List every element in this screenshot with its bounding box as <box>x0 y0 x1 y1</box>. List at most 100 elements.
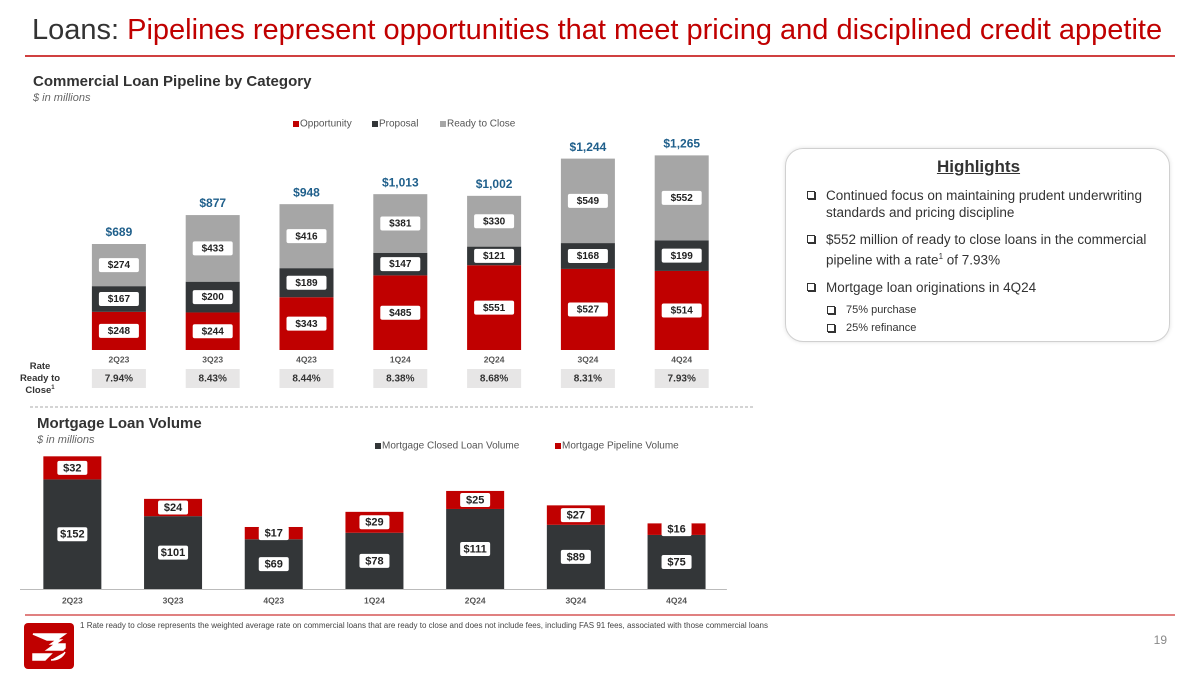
legend-label: Opportunity <box>300 119 352 130</box>
rate-box <box>654 369 709 388</box>
rate-box <box>560 369 615 388</box>
x-tick-label: 4Q24 <box>671 354 692 364</box>
data-label: $244 <box>202 326 225 337</box>
rate-box <box>185 369 240 388</box>
data-label-box <box>380 305 421 320</box>
total-label: $877 <box>199 196 226 210</box>
data-label: $27 <box>567 509 585 521</box>
page-number: 19 <box>1154 633 1168 647</box>
legend-swatch <box>555 443 561 449</box>
highlight-bullet: Mortgage loan originations in 4Q24 75% pu… <box>806 279 1151 335</box>
data-label: $25 <box>466 494 484 506</box>
data-label-box <box>98 323 139 338</box>
bullet-text: Mortgage loan originations in 4Q24 <box>826 279 1037 295</box>
bullet-text: $552 million of ready to close loans in … <box>826 232 1147 268</box>
data-label-box <box>286 275 327 290</box>
data-label: $152 <box>60 529 84 541</box>
bullet-note: 1 <box>938 252 944 261</box>
highlights-title: Highlights <box>936 157 1021 176</box>
data-label-box <box>661 303 702 318</box>
data-label: $485 <box>389 308 412 319</box>
footnote-text: Rate ready to close represents the weigh… <box>87 621 768 630</box>
data-label-box <box>460 541 491 556</box>
legend-label: Mortgage Pipeline Volume <box>562 441 679 452</box>
data-label: $101 <box>161 547 185 559</box>
data-label: $416 <box>295 231 318 242</box>
data-label-box <box>661 522 692 537</box>
data-label-box <box>474 214 515 229</box>
total-label: $1,013 <box>382 175 419 189</box>
rate-label-value: 8.31% <box>574 374 602 385</box>
x-tick-label: 3Q24 <box>578 354 599 364</box>
data-label: $527 <box>577 305 600 316</box>
highlights-list: Continued focus on maintaining prudent u… <box>806 187 1151 335</box>
sub-bullet: 75% purchase <box>826 304 1151 317</box>
data-label: $551 <box>483 303 506 314</box>
x-tick-label: 3Q24 <box>565 595 586 605</box>
data-label-box <box>560 508 591 523</box>
logo <box>24 623 74 669</box>
highlight-bullet: Continued focus on maintaining prudent u… <box>806 187 1151 221</box>
data-label: $433 <box>202 244 225 255</box>
total-label: $948 <box>293 185 320 199</box>
sub-bullet: 25% refinance <box>826 322 1151 335</box>
rate-label-value: 8.43% <box>199 374 227 385</box>
data-label-box <box>258 557 289 572</box>
data-label: $549 <box>577 196 600 207</box>
data-label-box <box>359 515 390 530</box>
rate-label-value: 8.44% <box>292 374 320 385</box>
rate-label-value: 8.68% <box>480 374 508 385</box>
data-label-box <box>380 257 421 272</box>
data-label: $199 <box>671 251 694 262</box>
data-label: $330 <box>483 216 506 227</box>
chart-title: Mortgage Loan Volume <box>37 415 202 432</box>
total-label: $689 <box>106 225 133 239</box>
data-label: $168 <box>577 251 600 262</box>
data-label: $78 <box>365 555 383 567</box>
data-label-box <box>661 248 702 263</box>
data-label-box <box>560 549 591 564</box>
legend-label: Mortgage Closed Loan Volume <box>382 441 520 452</box>
legend-swatch <box>375 443 381 449</box>
rate-box <box>279 369 334 388</box>
chart-subtitle: $ in millions <box>32 92 91 104</box>
data-label-box <box>661 190 702 205</box>
data-label: $189 <box>295 278 318 289</box>
data-label-box <box>474 248 515 263</box>
x-tick-label: 2Q24 <box>484 354 505 364</box>
rate-label-line: Ready to <box>20 373 60 384</box>
legend-label: Ready to Close <box>447 119 516 130</box>
title-prefix: Loans: <box>32 14 119 46</box>
x-tick-label: 2Q24 <box>465 595 486 605</box>
data-label-box <box>192 241 233 256</box>
rate-label-line: Close <box>25 385 51 396</box>
data-label: $17 <box>265 528 283 540</box>
bullet-text: of 7.93% <box>943 252 1001 268</box>
rate-label-value: 7.93% <box>668 374 696 385</box>
x-tick-label: 1Q24 <box>364 595 385 605</box>
data-label: $381 <box>389 219 412 230</box>
data-label: $200 <box>202 292 225 303</box>
x-tick-label: 4Q23 <box>263 595 284 605</box>
x-tick-label: 3Q23 <box>163 595 184 605</box>
data-label-box <box>98 258 139 273</box>
title-text: Pipelines represent opportunities that m… <box>127 14 1162 46</box>
data-label-box <box>359 553 390 568</box>
data-label-box <box>57 460 88 475</box>
legend-swatch <box>372 121 378 127</box>
legend-swatch <box>440 121 446 127</box>
data-label: $147 <box>389 259 412 270</box>
data-label: $69 <box>265 559 283 571</box>
bullet-text: Continued focus on maintaining prudent u… <box>826 188 1142 220</box>
rate-label: Rate Ready to Close1 <box>20 361 60 396</box>
x-tick-label: 3Q23 <box>202 354 223 364</box>
x-tick-label: 1Q24 <box>390 354 411 364</box>
chart-title: Commercial Loan Pipeline by Category <box>33 73 312 90</box>
data-label: $552 <box>671 193 694 204</box>
data-label: $29 <box>365 517 383 529</box>
data-label-box <box>158 500 189 515</box>
data-label: $167 <box>108 294 131 305</box>
data-label-box <box>567 193 608 208</box>
